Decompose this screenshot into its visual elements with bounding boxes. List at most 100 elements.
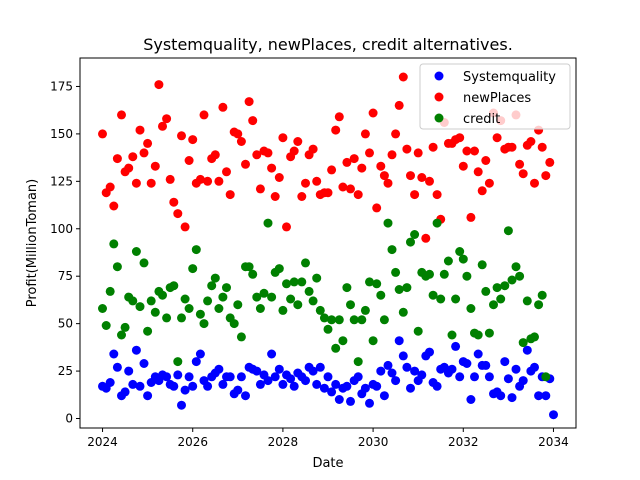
- data-point: [376, 366, 386, 376]
- data-point: [436, 294, 446, 304]
- data-point: [184, 304, 194, 313]
- data-point: [353, 372, 363, 382]
- data-point: [545, 157, 555, 167]
- data-point: [236, 137, 246, 146]
- data-point: [308, 296, 318, 306]
- data-point: [301, 178, 310, 188]
- data-point: [244, 262, 254, 272]
- data-point: [199, 319, 209, 329]
- data-point: [255, 379, 265, 389]
- data-point: [410, 366, 420, 376]
- data-point: [263, 218, 273, 228]
- data-point: [319, 383, 329, 393]
- data-point: [150, 161, 160, 171]
- data-point: [410, 230, 420, 239]
- data-point: [349, 315, 359, 325]
- data-point: [379, 391, 389, 401]
- data-point: [481, 360, 491, 370]
- data-point: [473, 167, 483, 177]
- data-point: [173, 209, 183, 219]
- data-point: [293, 137, 303, 146]
- data-point: [534, 391, 544, 401]
- data-point: [105, 182, 115, 192]
- data-point: [263, 376, 273, 386]
- data-point: [451, 341, 461, 351]
- data-point: [143, 391, 153, 401]
- data-point: [327, 315, 337, 325]
- data-point: [146, 178, 156, 188]
- y-tick-label: 50: [58, 317, 73, 331]
- y-tick-label: 125: [50, 174, 73, 188]
- data-point: [135, 302, 145, 312]
- data-point: [169, 381, 179, 391]
- data-point: [458, 254, 468, 264]
- data-point: [473, 330, 483, 340]
- data-point: [286, 374, 296, 384]
- data-point: [195, 174, 205, 184]
- data-point: [387, 245, 397, 255]
- data-point: [500, 281, 510, 291]
- data-point: [109, 201, 119, 211]
- data-point: [503, 226, 513, 236]
- data-point: [439, 269, 449, 279]
- data-point: [323, 324, 333, 334]
- data-point: [484, 328, 494, 338]
- data-point: [233, 385, 243, 395]
- data-point: [323, 188, 333, 198]
- data-point: [342, 381, 352, 391]
- x-tick-label: 2028: [268, 435, 299, 449]
- y-axis-label: Profit(MillionToman): [25, 179, 40, 307]
- data-point: [154, 80, 164, 90]
- legend-marker-credit: [434, 113, 444, 123]
- data-point: [432, 381, 442, 391]
- data-point: [162, 372, 172, 382]
- data-point: [541, 372, 551, 382]
- data-point: [496, 391, 506, 401]
- data-point: [315, 362, 325, 372]
- data-point: [214, 304, 224, 313]
- data-point: [323, 372, 333, 382]
- data-point: [191, 245, 201, 255]
- data-point: [267, 163, 277, 173]
- data-point: [180, 222, 190, 232]
- data-point: [394, 285, 404, 294]
- data-point: [274, 173, 284, 182]
- data-point: [417, 370, 427, 380]
- data-point: [109, 349, 119, 359]
- data-point: [278, 305, 288, 315]
- y-tick-label: 100: [50, 222, 73, 236]
- data-point: [425, 347, 434, 357]
- data-point: [203, 296, 213, 306]
- data-point: [278, 379, 288, 389]
- data-point: [195, 349, 205, 359]
- data-point: [462, 271, 472, 281]
- data-point: [462, 359, 472, 368]
- data-point: [413, 148, 423, 158]
- data-point: [139, 148, 149, 158]
- data-point: [394, 336, 404, 346]
- data-point: [443, 256, 453, 266]
- data-point: [447, 364, 457, 374]
- data-point: [255, 304, 265, 313]
- data-point: [210, 150, 220, 160]
- data-point: [496, 294, 506, 304]
- y-tick-label: 175: [50, 79, 73, 93]
- y-tick-label: 25: [58, 364, 73, 378]
- data-point: [484, 178, 494, 188]
- data-point: [376, 161, 386, 171]
- data-point: [522, 296, 532, 306]
- data-point: [334, 315, 344, 325]
- data-point: [259, 288, 269, 298]
- data-point: [282, 222, 291, 232]
- data-point: [507, 142, 517, 152]
- legend-label-newplaces: newPlaces: [463, 91, 531, 106]
- legend-marker-newplaces: [434, 92, 444, 102]
- data-point: [146, 296, 156, 306]
- data-point: [338, 182, 348, 192]
- data-point: [308, 366, 318, 376]
- data-point: [507, 393, 517, 403]
- data-point: [169, 197, 179, 207]
- data-point: [139, 258, 149, 268]
- data-point: [255, 184, 265, 194]
- data-point: [334, 395, 344, 404]
